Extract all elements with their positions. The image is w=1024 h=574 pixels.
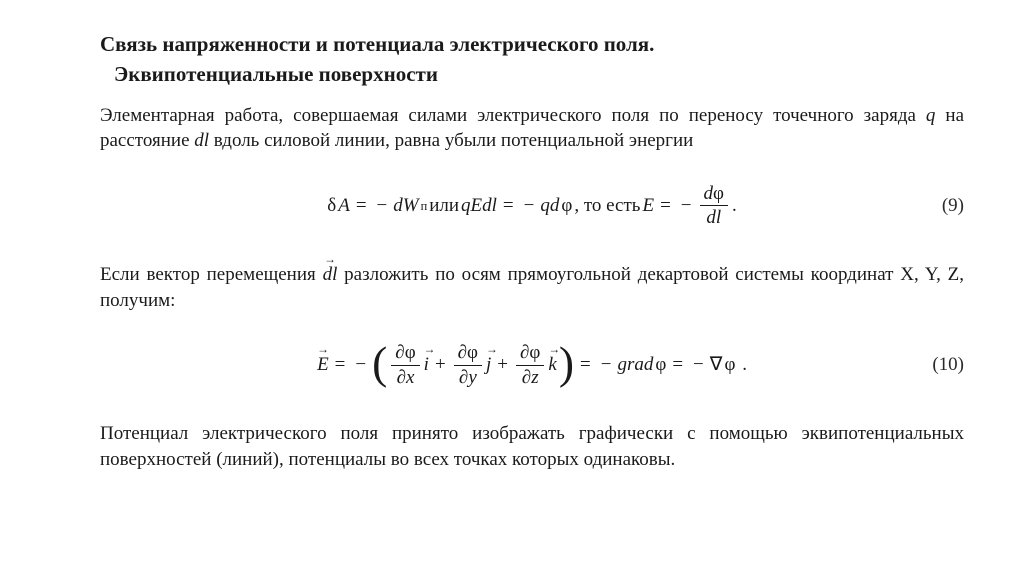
eq10-minus3: − (693, 352, 704, 378)
eq10-phi2: φ (655, 352, 666, 378)
eq10-frac-y: ∂φ ∂y (454, 342, 482, 389)
eq10-rparen: ) (559, 345, 574, 381)
equation-10: E = − ( ∂φ ∂x i + ∂φ ∂y j + ∂φ ∂z k ) = … (317, 342, 747, 389)
paragraph-2-vec-dl: dl (323, 262, 338, 288)
eq10-dphix-num: ∂φ (391, 342, 419, 364)
eq10-minus1: − (355, 352, 366, 378)
eq10-grad: grad (617, 352, 653, 378)
eq10-eq1: = (335, 352, 346, 378)
eq9-phi1: φ (561, 193, 572, 219)
equation-10-number: (10) (932, 352, 964, 378)
eq9-qEdl: qEdl (461, 193, 497, 219)
eq9-minus3: − (681, 193, 692, 219)
paragraph-3: Потенциал электрического поля принято из… (100, 421, 964, 472)
eq10-period: . (737, 352, 747, 378)
eq9-frac-den: dl (702, 207, 725, 229)
eq10-phi3: φ (724, 352, 735, 378)
eq10-eq2: = (580, 352, 591, 378)
equation-9-number: (9) (942, 193, 964, 219)
bar-z (516, 365, 544, 366)
eq10-dphiz-num: ∂φ (516, 342, 544, 364)
eq10-dphiy-num: ∂φ (454, 342, 482, 364)
eq10-frac-x: ∂φ ∂x (391, 342, 419, 389)
eq10-minus2: − (601, 352, 612, 378)
eq9-minus2: − (524, 193, 535, 219)
section-title-line2: Эквипотенциальные поверхности (114, 60, 964, 88)
eq9-eq3: = (660, 193, 671, 219)
paragraph-2-prefix: Если вектор перемещения (100, 264, 323, 285)
eq9-frac-num: dφ (700, 183, 728, 205)
paragraph-1-text: Элементарная работа, совершаемая силами … (100, 105, 964, 152)
eq9-or: или (429, 193, 459, 219)
eq9-qdphi: qd (540, 193, 559, 219)
eq9-sub-p: п (421, 198, 428, 215)
eq9-E: E (642, 193, 654, 219)
eq9-thatis: , то есть (574, 193, 640, 219)
eq10-lparen: ( (372, 345, 387, 381)
paragraph-1: Элементарная работа, совершаемая силами … (100, 103, 964, 154)
eq9-dW: dW (393, 193, 418, 219)
eq10-dphix-den: ∂x (393, 367, 419, 389)
eq9-A: A (338, 193, 350, 219)
eq10-dphiz-den: ∂z (518, 367, 543, 389)
eq9-frac-bar (700, 205, 728, 206)
paragraph-2: Если вектор перемещения dl разложить по … (100, 262, 964, 313)
eq10-k-vec: k (548, 352, 556, 378)
eq10-E-vec: E (317, 352, 329, 378)
equation-9-row: δA = −dWп или qEdl = −qdφ , то есть E = … (100, 178, 964, 234)
equation-9: δA = −dWп или qEdl = −qdφ , то есть E = … (327, 183, 736, 230)
eq10-dphiy-den: ∂y (455, 367, 481, 389)
eq10-frac-z: ∂φ ∂z (516, 342, 544, 389)
eq10-plus1: + (435, 352, 446, 378)
eq10-i-vec: i (424, 352, 429, 378)
bar-x (391, 365, 419, 366)
eq9-fraction: dφ dl (700, 183, 728, 230)
eq9-delta: δ (327, 193, 336, 219)
eq9-minus1: − (377, 193, 388, 219)
eq9-eq2: = (503, 193, 514, 219)
eq10-j-vec: j (486, 352, 491, 378)
eq10-nabla: ∇ (710, 352, 723, 378)
eq9-period: . (732, 193, 737, 219)
bar-y (454, 365, 482, 366)
section-title-line1: Связь напряженности и потенциала электри… (100, 30, 964, 58)
eq10-eq3: = (672, 352, 683, 378)
eq10-plus2: + (497, 352, 508, 378)
equation-10-row: E = − ( ∂φ ∂x i + ∂φ ∂y j + ∂φ ∂z k ) = … (100, 337, 964, 393)
eq9-eq1: = (356, 193, 367, 219)
